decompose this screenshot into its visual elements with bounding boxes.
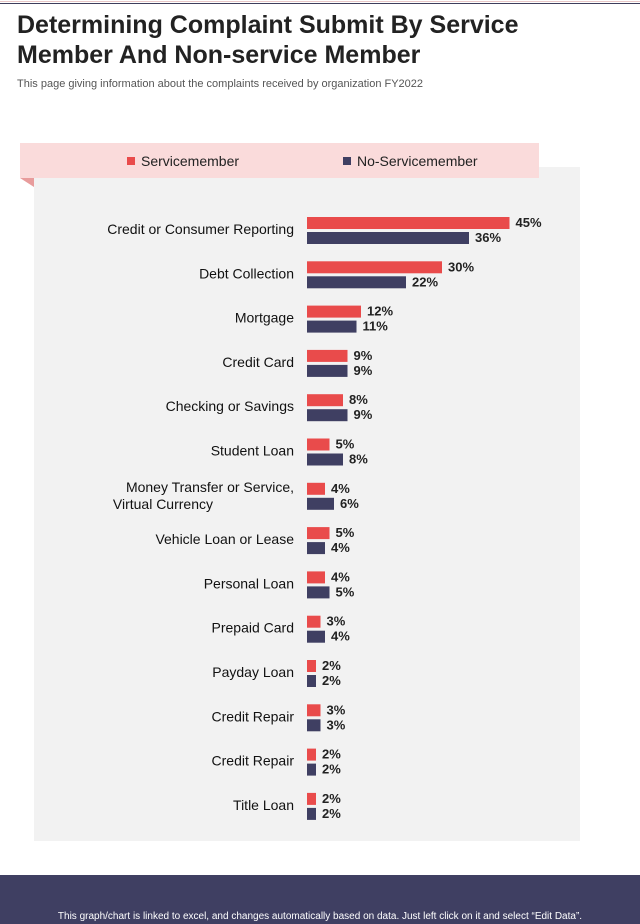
footer-note: This graph/chart is linked to excel, and… bbox=[57, 911, 583, 922]
value-label-servicemember-13: 2% bbox=[322, 747, 341, 762]
bar-no-servicemember-14 bbox=[307, 807, 316, 820]
bar-servicemember-1 bbox=[307, 217, 510, 229]
bar-servicemember-3 bbox=[307, 305, 361, 318]
bar-servicemember-4 bbox=[307, 349, 348, 362]
category-label-3: Mortgage bbox=[235, 310, 294, 326]
legend-swatch-non-servicemember bbox=[343, 157, 351, 165]
bar-no-servicemember-9 bbox=[307, 586, 330, 599]
page-subtitle: This page giving information about the c… bbox=[17, 78, 424, 90]
bar-servicemember-6 bbox=[307, 438, 330, 451]
category-label-10: Prepaid Card bbox=[212, 620, 295, 636]
bar-servicemember-14 bbox=[307, 792, 316, 805]
bar-servicemember-11 bbox=[307, 660, 316, 672]
category-label-12: Credit Repair bbox=[212, 708, 295, 724]
value-label-servicemember-5: 8% bbox=[349, 392, 368, 407]
category-label-5: Checking or Savings bbox=[166, 398, 294, 414]
value-label-servicemember-3: 12% bbox=[367, 304, 393, 319]
category-label-14: Title Loan bbox=[233, 797, 294, 813]
category-label-2: Debt Collection bbox=[199, 265, 294, 281]
value-label-no-servicemember-12: 3% bbox=[327, 717, 346, 732]
bar-servicemember-9 bbox=[307, 571, 325, 584]
bar-no-servicemember-12 bbox=[307, 719, 321, 732]
category-label-9: Personal Loan bbox=[204, 575, 294, 591]
value-label-servicemember-10: 3% bbox=[327, 614, 346, 629]
value-label-no-servicemember-11: 2% bbox=[322, 673, 341, 688]
value-label-servicemember-8: 5% bbox=[336, 525, 355, 540]
category-label-6: Student Loan bbox=[211, 443, 294, 459]
value-label-servicemember-4: 9% bbox=[354, 348, 373, 363]
bar-servicemember-10 bbox=[307, 615, 321, 628]
value-label-no-servicemember-8: 4% bbox=[331, 540, 350, 555]
legend-label-non-servicemember: No-Servicemember bbox=[357, 153, 478, 169]
value-label-servicemember-2: 30% bbox=[448, 259, 474, 274]
value-label-servicemember-7: 4% bbox=[331, 481, 350, 496]
value-label-no-servicemember-1: 36% bbox=[475, 230, 501, 245]
bar-no-servicemember-6 bbox=[307, 453, 343, 466]
value-label-servicemember-9: 4% bbox=[331, 569, 350, 584]
bar-no-servicemember-13 bbox=[307, 763, 316, 776]
bar-no-servicemember-2 bbox=[307, 276, 406, 289]
legend-item-non-servicemember: No-Servicemember bbox=[343, 153, 478, 169]
value-label-no-servicemember-14: 2% bbox=[322, 806, 341, 821]
bar-servicemember-2 bbox=[307, 261, 442, 274]
legend-item-servicemember: Servicemember bbox=[127, 153, 239, 169]
bar-servicemember-7 bbox=[307, 482, 325, 495]
bar-no-servicemember-10 bbox=[307, 630, 325, 643]
category-label-1: Credit or Consumer Reporting bbox=[107, 221, 294, 237]
bar-no-servicemember-3 bbox=[307, 320, 357, 333]
top-rule bbox=[0, 0, 640, 4]
value-label-no-servicemember-6: 8% bbox=[349, 452, 368, 467]
category-label-11: Payday Loan bbox=[212, 664, 294, 680]
bar-no-servicemember-11 bbox=[307, 675, 316, 687]
category-label-4: Credit Card bbox=[222, 354, 294, 370]
value-label-no-servicemember-5: 9% bbox=[354, 407, 373, 422]
legend-fold bbox=[20, 178, 34, 187]
legend-label-servicemember: Servicemember bbox=[141, 153, 240, 169]
value-label-servicemember-1: 45% bbox=[516, 215, 542, 230]
value-label-no-servicemember-2: 22% bbox=[412, 274, 438, 289]
bar-servicemember-12 bbox=[307, 704, 321, 717]
bar-servicemember-8 bbox=[307, 527, 330, 540]
category-label-8: Vehicle Loan or Lease bbox=[155, 531, 294, 547]
page-title: Determining Complaint Submit By Service … bbox=[17, 11, 519, 69]
value-label-no-servicemember-7: 6% bbox=[340, 496, 359, 511]
bar-servicemember-13 bbox=[307, 748, 316, 761]
bar-no-servicemember-7 bbox=[307, 497, 334, 510]
value-label-no-servicemember-3: 11% bbox=[363, 319, 389, 334]
bar-servicemember-5 bbox=[307, 394, 343, 407]
bar-no-servicemember-8 bbox=[307, 542, 325, 555]
value-label-no-servicemember-4: 9% bbox=[354, 363, 373, 378]
category-label-13: Credit Repair bbox=[212, 753, 295, 769]
value-label-no-servicemember-13: 2% bbox=[322, 762, 341, 777]
value-label-no-servicemember-9: 5% bbox=[336, 584, 355, 599]
category-label-7: Money Transfer or Service, Virtual Curren… bbox=[113, 479, 294, 512]
value-label-servicemember-12: 3% bbox=[327, 702, 346, 717]
footer-band bbox=[0, 875, 640, 924]
value-label-no-servicemember-10: 4% bbox=[331, 629, 350, 644]
bar-no-servicemember-5 bbox=[307, 409, 348, 422]
value-label-servicemember-6: 5% bbox=[336, 437, 355, 452]
value-label-servicemember-14: 2% bbox=[322, 791, 341, 806]
bar-no-servicemember-1 bbox=[307, 232, 469, 244]
legend-swatch-servicemember bbox=[127, 157, 135, 165]
legend-band bbox=[20, 143, 539, 178]
value-label-servicemember-11: 2% bbox=[322, 658, 341, 673]
bar-no-servicemember-4 bbox=[307, 364, 348, 377]
